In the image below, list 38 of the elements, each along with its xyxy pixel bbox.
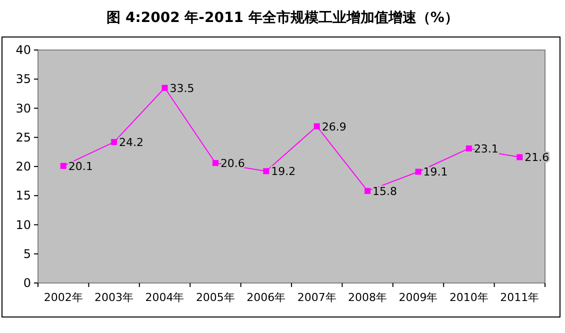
y-tick-label: 20: [16, 160, 31, 174]
x-tick-label: 2002年: [44, 291, 83, 304]
data-label: 24.2: [119, 136, 144, 150]
y-tick-label: 0: [23, 276, 31, 290]
chart-title: 图 4:2002 年-2011 年全市规模工业增加值增速（%）: [106, 9, 458, 26]
x-tick-label: 2009年: [398, 291, 438, 304]
x-tick-label: 2006年: [246, 291, 286, 304]
data-label: 33.5: [170, 82, 194, 95]
point: [314, 123, 320, 130]
point: [263, 168, 270, 174]
point: [364, 188, 371, 194]
data-label: 20.1: [68, 160, 93, 173]
x-tick-label: 2005年: [196, 291, 235, 304]
y-tick-label: 10: [16, 218, 31, 232]
y-tick-label: 35: [16, 72, 31, 86]
x-tick-label: 2010年: [449, 291, 488, 304]
data-label: 26.9: [322, 120, 346, 134]
x-tick-label: 2004年: [145, 291, 184, 304]
y-tick-label: 25: [16, 130, 31, 144]
data-label: 19.1: [423, 166, 448, 179]
point: [212, 160, 218, 166]
data-label: 21.6: [524, 151, 550, 164]
y-tick-label: 15: [16, 188, 31, 203]
y-tick-label: 30: [16, 101, 31, 116]
point: [162, 84, 168, 91]
point: [415, 168, 422, 175]
data-label: 19.2: [271, 165, 296, 178]
x-tick-label: 2003年: [94, 291, 134, 304]
point: [516, 154, 523, 160]
point: [466, 145, 472, 152]
y-tick-label: 5: [23, 246, 31, 261]
x-tick-label: 2011年: [500, 291, 540, 304]
x-tick-label: 2008年: [348, 291, 388, 304]
point: [60, 162, 66, 169]
data-label: 15.8: [372, 184, 398, 198]
x-tick-label: 2007年: [297, 291, 336, 304]
point: [111, 139, 118, 146]
y-tick-label: 40: [16, 43, 31, 57]
